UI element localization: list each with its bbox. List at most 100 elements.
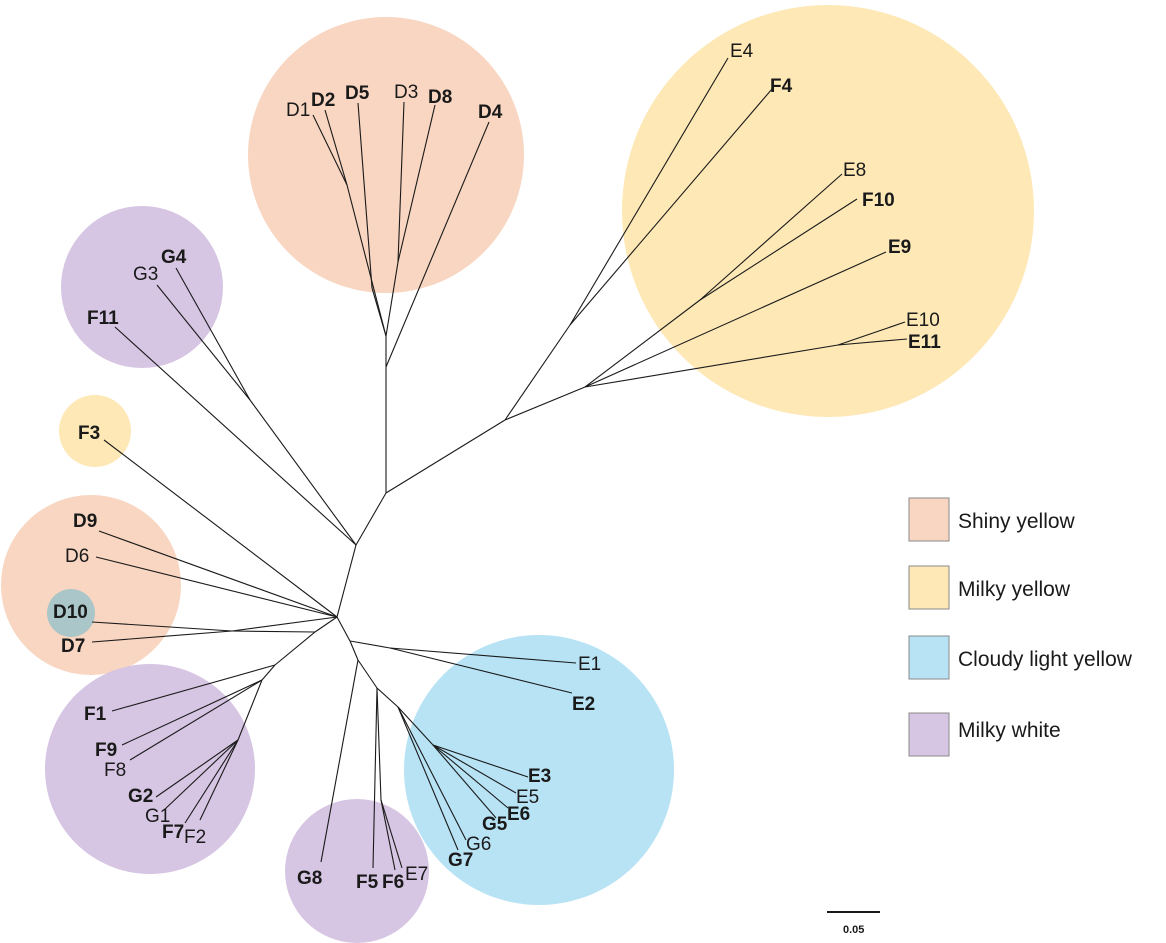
tip-label-g4: G4	[161, 247, 187, 268]
tip-label-e10: E10	[906, 310, 940, 331]
branch	[397, 104, 436, 263]
tip-label-g6: G6	[466, 834, 491, 855]
tip-label-f1: F1	[84, 704, 107, 725]
branch	[569, 57, 729, 326]
legend-swatch-milky-white	[908, 712, 950, 757]
branch	[237, 679, 263, 741]
branch	[91, 630, 233, 643]
tip-label-d4: D4	[478, 102, 503, 123]
tree-branches	[91, 57, 908, 871]
branch	[432, 744, 517, 794]
branch	[357, 659, 378, 689]
cluster-circle-e-f-top-right	[622, 5, 1034, 417]
branch	[274, 631, 316, 666]
tip-label-d8: D8	[428, 87, 452, 108]
tip-label-e1: E1	[578, 654, 601, 675]
tip-label-g2: G2	[128, 786, 153, 807]
cluster-circles	[1, 5, 1034, 943]
cluster-circle-f3	[59, 395, 131, 467]
branch	[371, 287, 387, 337]
tip-label-f7: F7	[162, 822, 184, 843]
branch	[249, 399, 357, 546]
cluster-circle-f-g-lower-left	[45, 664, 255, 874]
tip-label-g8: G8	[297, 868, 322, 889]
branch	[385, 261, 399, 337]
tip-label-f6: F6	[382, 872, 404, 893]
legend-label-milky-white: Milky white	[958, 719, 1061, 742]
tip-label-f11: F11	[87, 308, 119, 329]
tip-label-d2: D2	[311, 90, 335, 111]
branch	[837, 338, 908, 346]
branch	[584, 344, 839, 388]
tip-label-e2: E2	[572, 694, 595, 715]
branch	[432, 744, 529, 778]
legend-item-milky-yellow: Milky yellow	[908, 565, 1071, 610]
tip-label-e9: E9	[888, 237, 911, 258]
tip-label-f3: F3	[78, 423, 100, 444]
branch	[199, 739, 239, 821]
tip-label-d10: D10	[53, 602, 88, 623]
tip-label-e7: E7	[405, 864, 428, 885]
legend-swatch-cloudy-light-yellow	[908, 635, 950, 680]
branch	[432, 744, 509, 809]
branch	[314, 616, 338, 633]
branch	[312, 114, 348, 186]
tip-label-e4: E4	[730, 41, 754, 62]
tip-label-e6: E6	[507, 804, 530, 825]
branch	[103, 439, 338, 618]
branch	[397, 706, 467, 841]
scale-bar-label: 0.05	[843, 924, 864, 936]
tip-label-d5: D5	[345, 83, 370, 104]
cluster-circle-g3-g4-f11	[61, 206, 223, 368]
legend-swatch-shiny-yellow	[908, 497, 950, 542]
cluster-circle-g8-f5-f6	[285, 799, 429, 943]
cluster-circle-d10	[47, 589, 95, 637]
branch	[504, 386, 586, 421]
branch	[376, 687, 399, 708]
tip-label-d7: D7	[61, 636, 85, 657]
branch	[95, 556, 338, 618]
scale-bar: 0.05	[827, 911, 880, 936]
tip-label-e5: E5	[516, 787, 539, 808]
branch	[184, 739, 239, 824]
branch	[98, 530, 338, 618]
branch	[699, 198, 858, 301]
branch	[336, 544, 357, 618]
legend-label-milky-yellow: Milky yellow	[958, 578, 1071, 601]
branch	[324, 109, 348, 186]
tip-label-d3: D3	[394, 82, 418, 103]
branch	[357, 102, 373, 289]
branch	[346, 184, 387, 337]
legend-label-shiny-yellow: Shiny yellow	[958, 510, 1076, 533]
tip-label-g3: G3	[133, 264, 158, 285]
branch	[156, 284, 251, 401]
branch	[385, 419, 506, 494]
branch	[389, 647, 573, 694]
legend: Shiny yellow Milky yellow Cloudy light y…	[908, 497, 1133, 757]
branch	[349, 640, 359, 661]
branch	[114, 326, 357, 546]
legend-swatch-milky-yellow	[908, 565, 950, 610]
legend-item-cloudy-light-yellow: Cloudy light yellow	[908, 635, 1133, 680]
tip-label-g1: G1	[145, 806, 170, 827]
tip-label-f4: F4	[770, 76, 793, 97]
cluster-circle-e-g-lower-right	[404, 635, 674, 905]
tip-label-d9: D9	[73, 511, 97, 532]
branch	[231, 616, 338, 632]
branch	[372, 687, 378, 869]
branch	[389, 647, 577, 664]
branch	[380, 799, 396, 871]
legend-item-shiny-yellow: Shiny yellow	[908, 497, 1076, 542]
branch	[584, 299, 701, 388]
branch	[380, 799, 403, 869]
cluster-circle-d-top	[248, 17, 524, 293]
branch	[376, 687, 382, 801]
tip-label-g7: G7	[448, 850, 473, 871]
branch	[397, 706, 459, 851]
branch	[504, 324, 571, 421]
branch	[121, 679, 263, 746]
branch	[397, 101, 405, 263]
branch	[432, 744, 497, 819]
